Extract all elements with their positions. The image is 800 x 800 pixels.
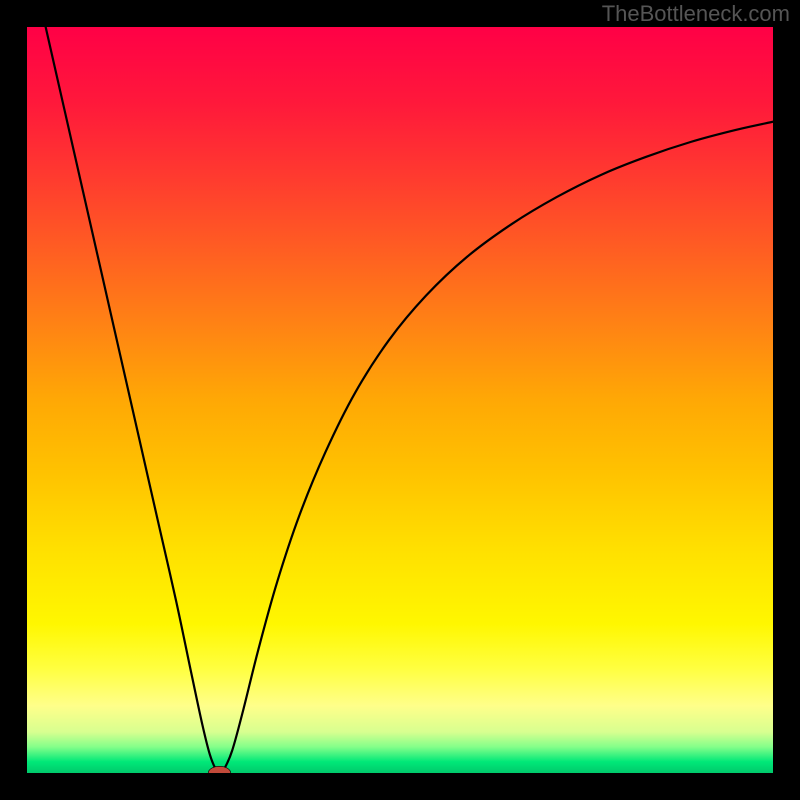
chart-svg: [27, 27, 773, 773]
plot-area: [27, 27, 773, 773]
watermark-text: TheBottleneck.com: [602, 1, 790, 27]
gradient-background: [27, 27, 773, 773]
chart-frame: TheBottleneck.com: [0, 0, 800, 800]
